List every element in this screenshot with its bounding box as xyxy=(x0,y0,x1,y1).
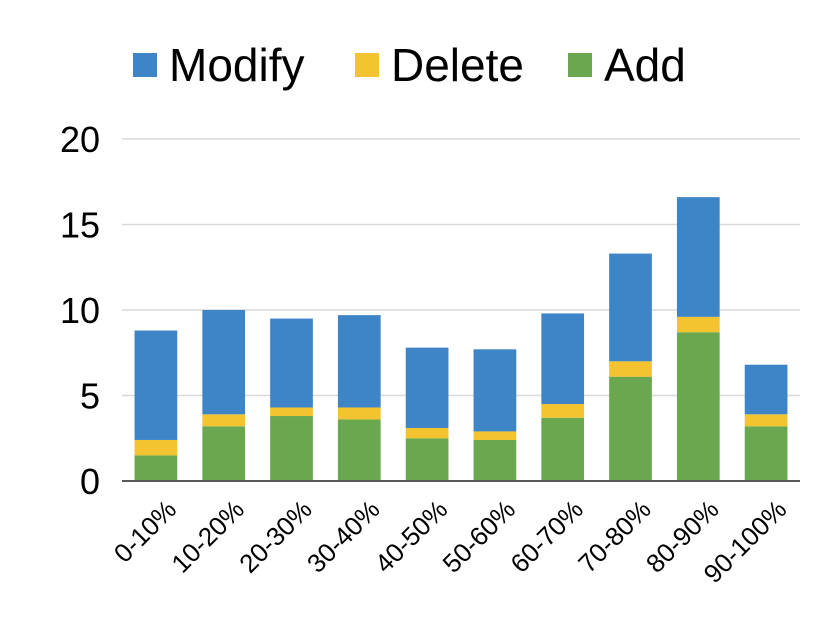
bar-delete-20-30pct xyxy=(270,407,313,417)
bar-delete-0-10pct xyxy=(134,439,178,456)
bar-delete-90-100pct xyxy=(744,414,788,427)
bar-modify-0-10pct xyxy=(134,330,178,440)
bar-modify-70-80pct xyxy=(609,253,652,362)
bar-stack-90-100pct xyxy=(744,364,788,481)
bar-add-0-10pct xyxy=(134,455,178,481)
bar-add-60-70pct xyxy=(541,417,585,481)
legend-label-add: Add xyxy=(604,39,686,91)
bar-add-80-90pct xyxy=(676,332,720,481)
legend-label-delete: Delete xyxy=(391,39,524,91)
x-category-label-30-40pct: 30-40% xyxy=(301,494,386,579)
legend-label-modify: Modify xyxy=(169,39,304,91)
y-tick-label-15: 15 xyxy=(60,205,100,246)
bar-delete-80-90pct xyxy=(676,316,720,333)
legend-item-modify: Modify xyxy=(133,39,304,91)
bar-modify-10-20pct xyxy=(202,310,246,415)
legend-item-add: Add xyxy=(568,39,686,91)
y-tick-label-20: 20 xyxy=(60,119,100,160)
bar-modify-90-100pct xyxy=(744,364,788,415)
bar-delete-40-50pct xyxy=(405,427,449,439)
bar-stack-0-10pct xyxy=(134,330,178,481)
bar-add-90-100pct xyxy=(744,426,788,481)
x-category-label-10-20pct: 10-20% xyxy=(165,494,250,579)
bar-modify-80-90pct xyxy=(676,197,720,317)
chart-bars xyxy=(134,197,788,481)
bar-modify-20-30pct xyxy=(270,318,313,408)
bar-stack-60-70pct xyxy=(541,313,585,481)
bar-add-70-80pct xyxy=(609,376,652,481)
bar-add-10-20pct xyxy=(202,426,246,481)
bar-stack-40-50pct xyxy=(405,347,449,481)
chart-legend: Modify Delete Add xyxy=(133,39,686,91)
bar-modify-50-60pct xyxy=(473,349,517,432)
bar-add-50-60pct xyxy=(473,439,517,481)
bar-stack-30-40pct xyxy=(337,315,381,481)
bar-delete-70-80pct xyxy=(609,361,652,377)
y-tick-label-10: 10 xyxy=(60,290,100,331)
bar-delete-60-70pct xyxy=(541,404,585,418)
bar-modify-60-70pct xyxy=(541,313,585,405)
bar-stack-70-80pct xyxy=(609,253,652,481)
legend-swatch-modify xyxy=(133,53,157,77)
bar-stack-80-90pct xyxy=(676,197,720,481)
bar-add-30-40pct xyxy=(337,419,381,481)
y-axis-ticks: 0 5 10 15 20 xyxy=(60,119,100,502)
bar-stack-20-30pct xyxy=(270,318,313,481)
x-category-label-50-60pct: 50-60% xyxy=(437,494,522,579)
bar-stack-10-20pct xyxy=(202,310,246,481)
x-category-label-70-80pct: 70-80% xyxy=(572,494,657,579)
bar-modify-30-40pct xyxy=(337,315,381,408)
x-category-label-20-30pct: 20-30% xyxy=(233,494,318,579)
y-tick-label-0: 0 xyxy=(80,461,100,502)
y-tick-label-5: 5 xyxy=(80,376,100,417)
bar-delete-30-40pct xyxy=(337,407,381,420)
bar-delete-50-60pct xyxy=(473,431,517,440)
x-axis-category-labels: 0-10%10-20%20-30%30-40%40-50%50-60%60-70… xyxy=(108,494,793,589)
legend-item-delete: Delete xyxy=(355,39,524,91)
legend-swatch-add xyxy=(568,53,592,77)
x-category-label-60-70pct: 60-70% xyxy=(504,494,589,579)
bar-stack-50-60pct xyxy=(473,349,517,481)
legend-swatch-delete xyxy=(355,53,379,77)
bar-add-20-30pct xyxy=(270,416,313,481)
bar-add-40-50pct xyxy=(405,438,449,481)
bar-delete-10-20pct xyxy=(202,414,246,427)
x-category-label-40-50pct: 40-50% xyxy=(369,494,454,579)
bar-modify-40-50pct xyxy=(405,347,449,428)
